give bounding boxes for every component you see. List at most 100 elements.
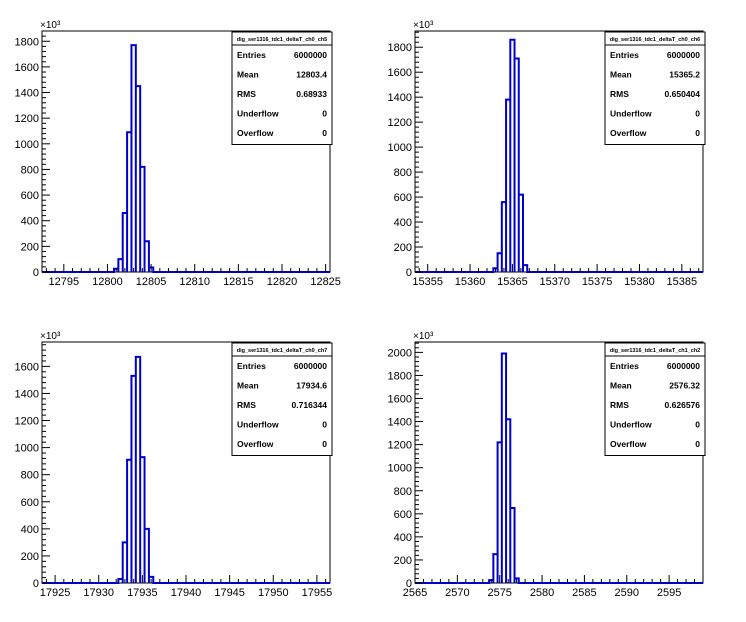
- y-tick-label: 1200: [388, 440, 412, 452]
- stats-label: Mean: [237, 381, 259, 391]
- histogram-bin: [123, 542, 127, 583]
- stats-value: 0: [322, 128, 327, 138]
- y-exponent-label: ×10³: [40, 20, 61, 31]
- stats-box-frame: [604, 342, 706, 456]
- stats-value: 6000000: [294, 361, 327, 371]
- histogram-bin: [145, 241, 149, 272]
- x-tick-label: 2570: [445, 587, 469, 599]
- y-tick-label: 1400: [15, 388, 39, 400]
- stats-label: RMS: [610, 89, 629, 99]
- stats-value: 6000000: [294, 50, 327, 60]
- y-tick-label: 0: [406, 267, 412, 279]
- y-exponent-label: ×10³: [40, 331, 61, 342]
- histogram-bin: [136, 86, 140, 272]
- y-tick-label: 1000: [388, 463, 412, 475]
- y-tick-label: 600: [394, 192, 412, 204]
- y-tick-label: 1400: [15, 88, 39, 100]
- histogram-series: [42, 355, 330, 584]
- y-tick-label: 600: [21, 497, 39, 509]
- y-tick-label: 200: [21, 551, 39, 563]
- stats-value: 0.716344: [292, 400, 328, 410]
- stats-value: 0.626576: [665, 400, 701, 410]
- stats-box: dig_ser1316_tdc1_deltaT_ch0_ch7 Entries 60…: [231, 342, 333, 456]
- x-tick-label: 15380: [624, 276, 655, 288]
- stats-value: 0: [695, 109, 700, 119]
- histogram-bin: [145, 529, 149, 583]
- x-tick-label: 2565: [403, 587, 427, 599]
- x-tick-label: 12800: [92, 276, 123, 288]
- histogram-bin: [506, 419, 510, 583]
- stats-label: RMS: [610, 400, 629, 410]
- y-tick-label: 800: [394, 486, 412, 498]
- stats-box-frame: [604, 31, 706, 145]
- x-tick-label: 12815: [223, 276, 254, 288]
- y-tick-label: 1200: [15, 416, 39, 428]
- stats-value: 2576.32: [669, 381, 700, 391]
- y-tick-label: 1600: [388, 67, 412, 79]
- x-tick-label: 15355: [412, 276, 443, 288]
- stats-value: 0.650404: [665, 89, 701, 99]
- histogram-bin: [118, 259, 122, 272]
- stats-label: Overflow: [237, 439, 274, 449]
- x-tick-label: 17930: [83, 587, 114, 599]
- histogram-bin: [502, 354, 506, 583]
- stats-box: dig_ser1316_tdc1_deltaT_ch1_ch2 Entries 60…: [604, 342, 706, 456]
- histogram-bin: [127, 132, 131, 272]
- x-tick-label: 2595: [657, 587, 681, 599]
- y-tick-label: 200: [394, 242, 412, 254]
- stats-value: 0: [322, 439, 327, 449]
- stats-label: RMS: [237, 400, 256, 410]
- x-tick-label: 12810: [179, 276, 210, 288]
- histogram-series: [415, 352, 703, 584]
- x-tick-label: 12795: [49, 276, 80, 288]
- y-tick-label: 0: [33, 267, 39, 279]
- x-tick-label: 17925: [40, 587, 71, 599]
- x-tick-label: 17950: [258, 587, 289, 599]
- histogram-bin: [502, 202, 506, 272]
- y-tick-label: 600: [394, 509, 412, 521]
- stats-title: dig_ser1316_tdc1_deltaT_ch0_ch7: [237, 348, 328, 354]
- histogram-bin: [493, 554, 497, 583]
- histogram-bin: [506, 100, 510, 272]
- histogram-bin: [515, 58, 519, 272]
- histogram-bin: [498, 442, 502, 583]
- histogram-bin: [498, 253, 502, 272]
- stats-value: 15365.2: [669, 70, 700, 80]
- y-tick-label: 1000: [388, 142, 412, 154]
- stats-title: dig_ser1316_tdc1_deltaT_ch0_ch6: [610, 37, 701, 43]
- histogram-bin: [123, 213, 127, 272]
- stats-title: dig_ser1316_tdc1_deltaT_ch1_ch2: [610, 348, 701, 354]
- y-tick-label: 1600: [15, 62, 39, 74]
- stats-label: Mean: [610, 70, 632, 80]
- x-tick-label: 15385: [667, 276, 698, 288]
- y-tick-label: 800: [394, 167, 412, 179]
- x-tick-label: 15360: [455, 276, 486, 288]
- stats-label: Overflow: [610, 128, 647, 138]
- histogram-bin: [140, 167, 144, 272]
- x-tick-label: 15375: [582, 276, 613, 288]
- stats-label: Overflow: [237, 128, 274, 138]
- stats-value: 0: [695, 439, 700, 449]
- y-tick-label: 1400: [388, 92, 412, 104]
- y-tick-label: 1200: [15, 113, 39, 125]
- stats-label: Underflow: [237, 420, 279, 430]
- histogram-panel-2: 0 200 400 600 800 1000 1200 1400 1600 1800 15355 15…: [388, 20, 706, 288]
- histogram-bin: [510, 508, 514, 583]
- y-tick-label: 1000: [15, 443, 39, 455]
- x-tick-label: 12820: [267, 276, 298, 288]
- stats-box-frame: [231, 342, 333, 456]
- y-tick-label: 800: [21, 470, 39, 482]
- y-tick-label: 1200: [388, 117, 412, 129]
- histogram-bin: [131, 45, 135, 272]
- histogram-panel-3: 0 200 400 600 800 1000 1200 1400 1600 17925 17930 1…: [15, 331, 333, 599]
- y-tick-label: 200: [21, 241, 39, 253]
- x-tick-label: 17955: [302, 587, 333, 599]
- y-tick-label: 400: [394, 532, 412, 544]
- y-tick-label: 400: [21, 524, 39, 536]
- y-exponent-label: ×10³: [413, 331, 434, 342]
- y-tick-label: 200: [394, 555, 412, 567]
- histogram-bin: [118, 579, 122, 583]
- histogram-series: [42, 44, 330, 273]
- y-tick-label: 1600: [388, 394, 412, 406]
